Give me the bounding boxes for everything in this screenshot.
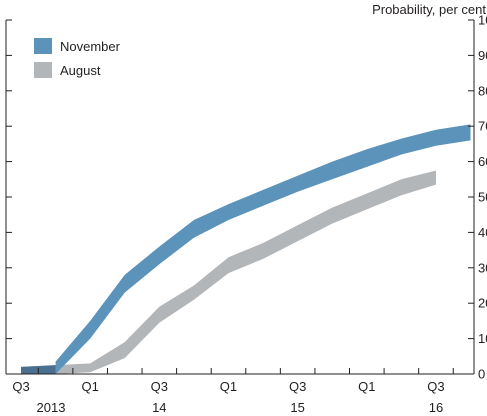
y-tick-label: 10 xyxy=(478,331,487,346)
y-tick-label: 30 xyxy=(478,260,487,275)
x-quarter-label: Q3 xyxy=(151,379,168,394)
axes-layer: 0 10 20 30 40 50 60 70 80 90 100 Q3 Q1 Q3 Q1 Q3 Q1 Q3 2013… xyxy=(5,13,487,415)
x-quarter-label: Q1 xyxy=(81,379,98,394)
y-tick-label: 20 xyxy=(478,296,487,311)
legend: November August xyxy=(34,38,121,78)
y-tick-label: 90 xyxy=(478,48,487,63)
legend-label-august: August xyxy=(60,63,101,78)
band-august xyxy=(21,170,436,374)
y-tick-label: 70 xyxy=(478,119,487,134)
y-tick-label: 60 xyxy=(478,154,487,169)
x-quarter-label: Q1 xyxy=(358,379,375,394)
series-layer xyxy=(21,124,471,375)
y-tick-label: 100 xyxy=(478,13,487,28)
legend-swatch-november xyxy=(34,38,52,54)
x-year-label: 15 xyxy=(290,400,304,415)
y-tick-label: 50 xyxy=(478,190,487,205)
x-quarter-label: Q3 xyxy=(427,379,444,394)
y-tick-label: 0 xyxy=(478,367,485,382)
x-quarter-label: Q3 xyxy=(12,379,29,394)
legend-label-november: November xyxy=(60,39,121,54)
x-quarter-label: Q3 xyxy=(289,379,306,394)
y-tick-label: 40 xyxy=(478,225,487,240)
x-quarter-label: Q1 xyxy=(220,379,237,394)
x-year-label: 16 xyxy=(429,400,443,415)
y-tick-label: 80 xyxy=(478,83,487,98)
x-year-label: 2013 xyxy=(37,400,66,415)
y-axis-unit-label: Probability, per cent xyxy=(372,2,486,17)
legend-swatch-august xyxy=(34,62,52,78)
x-year-label: 14 xyxy=(152,400,166,415)
